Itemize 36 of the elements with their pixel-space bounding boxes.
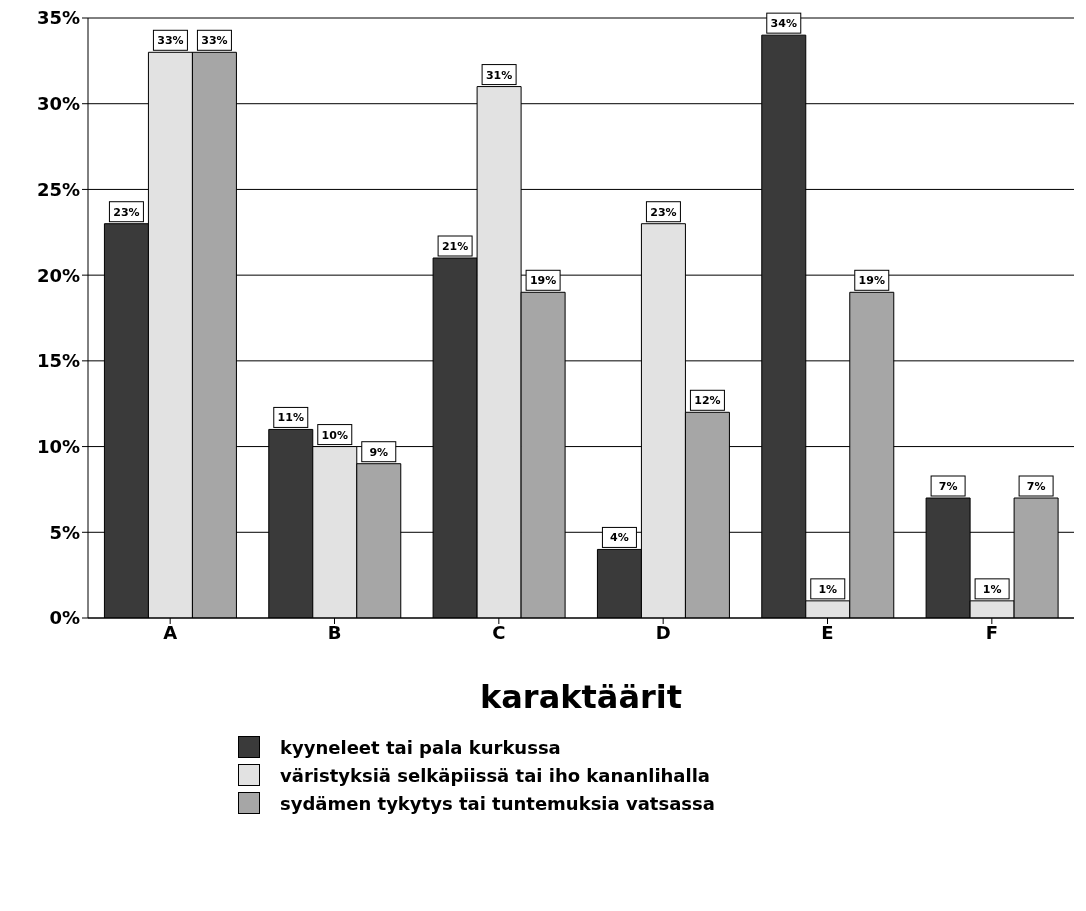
data-label: 23% xyxy=(113,205,140,219)
data-label: 23% xyxy=(650,205,677,219)
data-label: 34% xyxy=(770,17,797,31)
y-tick-label: 35% xyxy=(36,7,80,29)
x-tick-label: E xyxy=(821,621,834,643)
data-label: 12% xyxy=(694,394,721,408)
y-tick-label: 5% xyxy=(49,521,80,543)
x-tick-label: A xyxy=(163,621,178,643)
data-label: 33% xyxy=(201,34,228,48)
x-tick-label: C xyxy=(492,621,506,643)
y-tick-label: 15% xyxy=(36,350,80,372)
data-label: 10% xyxy=(321,428,348,442)
data-label: 7% xyxy=(938,480,958,493)
x-axis-title: karaktäärit xyxy=(479,678,683,716)
data-label: 9% xyxy=(369,445,389,459)
legend-label: väristyksiä selkäpiissä tai iho kananlihalla xyxy=(280,764,711,786)
data-label: 1% xyxy=(982,582,1002,596)
x-tick-label: B xyxy=(327,621,342,643)
y-tick-label: 25% xyxy=(36,178,80,200)
data-label: 7% xyxy=(1026,480,1046,493)
y-tick-label: 10% xyxy=(36,435,80,457)
data-label: 21% xyxy=(441,240,469,253)
y-tick-label: 20% xyxy=(36,264,80,286)
data-label: 33% xyxy=(157,34,184,48)
legend-label: sydämen tykytys tai tuntemuksia vatsassa xyxy=(280,792,715,814)
x-tick-label: D xyxy=(655,621,671,643)
data-label: 1% xyxy=(818,582,838,596)
y-tick-label: 0% xyxy=(49,607,80,629)
data-label: 4% xyxy=(610,531,629,545)
data-label: 11% xyxy=(277,411,304,425)
legend-label: kyyneleet tai pala kurkussa xyxy=(280,736,561,758)
data-label: 19% xyxy=(529,274,557,288)
x-tick-label: F xyxy=(985,621,998,643)
data-label: 19% xyxy=(858,274,885,288)
data-label: 31% xyxy=(485,68,513,82)
y-tick-label: 30% xyxy=(36,93,80,115)
